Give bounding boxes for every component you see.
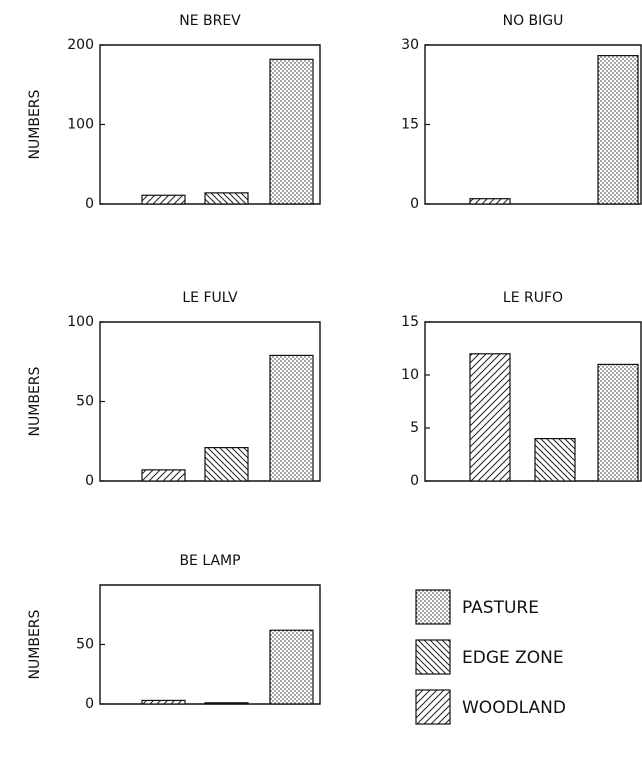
legend-label: WOODLAND: [462, 698, 566, 718]
chart-title: NE BREV: [179, 13, 241, 29]
bar: [269, 629, 314, 705]
chart-title: LE RUFO: [503, 290, 563, 306]
y-tick-label: 100: [67, 314, 94, 330]
axes-frame: [424, 44, 642, 205]
bar: [469, 198, 511, 205]
y-tick-label: 50: [76, 637, 94, 653]
y-axis-label: NUMBERS: [27, 609, 43, 679]
legend-swatch: [415, 689, 451, 725]
y-axis-label: NUMBERS: [27, 89, 43, 159]
y-tick-label: 0: [85, 196, 94, 212]
bar: [597, 363, 639, 482]
bar: [204, 192, 249, 205]
y-tick-label: 0: [85, 696, 94, 712]
y-tick-label: 200: [67, 37, 94, 53]
bar: [204, 702, 249, 705]
bar: [204, 447, 249, 482]
legend-label: PASTURE: [462, 598, 539, 618]
y-tick-label: 100: [67, 117, 94, 133]
legend-swatch: [415, 639, 451, 675]
bar: [141, 194, 186, 205]
bar: [141, 699, 186, 705]
y-tick-label: 50: [76, 394, 94, 410]
y-axis-label: NUMBERS: [27, 366, 43, 436]
chart-title: BE LAMP: [179, 553, 240, 569]
chart-title: NO BIGU: [503, 13, 564, 29]
y-tick-label: 0: [410, 196, 419, 212]
bar: [469, 353, 511, 482]
bar: [269, 58, 314, 205]
chart-title: LE FULV: [182, 290, 238, 306]
y-tick-label: 0: [410, 473, 419, 489]
legend-swatch: [415, 589, 451, 625]
bar: [141, 469, 186, 482]
y-tick-label: 5: [410, 420, 419, 436]
y-tick-label: 0: [85, 473, 94, 489]
bar: [269, 354, 314, 482]
legend-label: EDGE ZONE: [462, 648, 564, 668]
y-tick-label: 15: [401, 314, 419, 330]
bar: [534, 438, 576, 482]
y-tick-label: 30: [401, 37, 419, 53]
y-tick-label: 10: [401, 367, 419, 383]
bar: [597, 54, 639, 205]
y-tick-label: 15: [401, 117, 419, 133]
